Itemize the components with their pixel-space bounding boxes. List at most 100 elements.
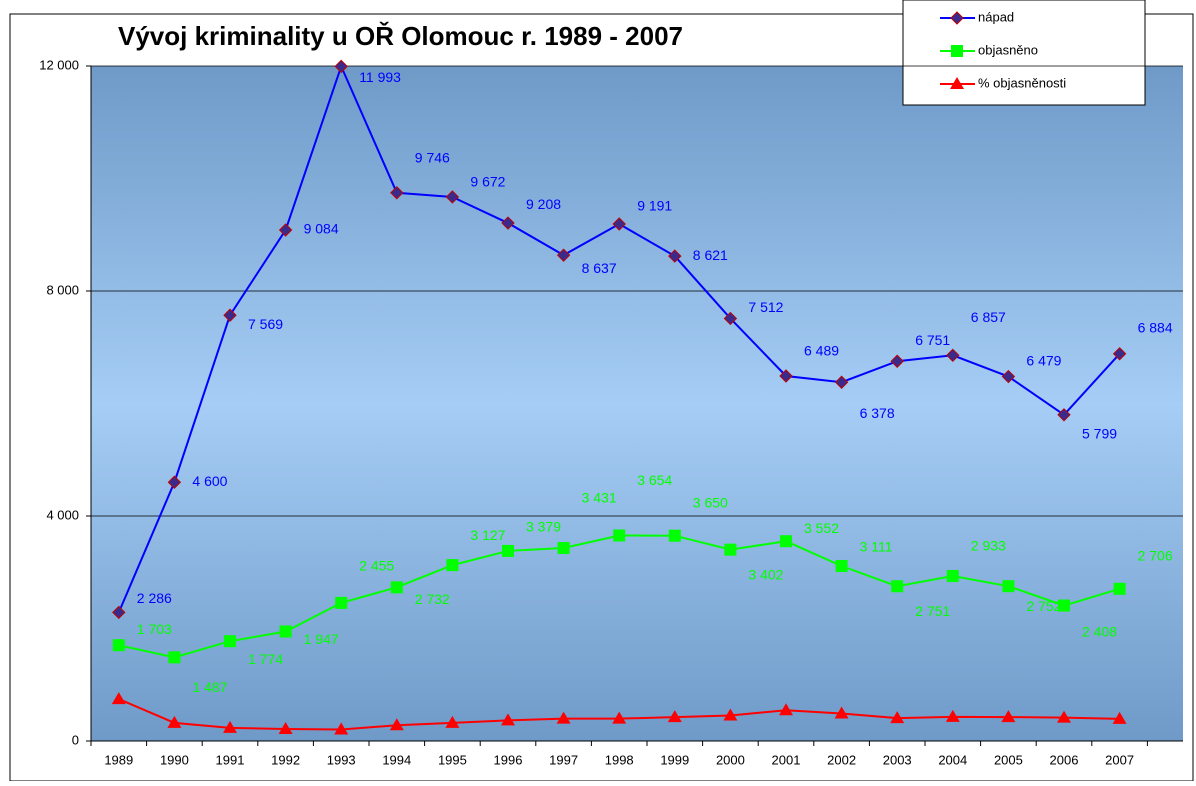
data-point — [834, 706, 849, 719]
y-tick-label: 12 000 — [39, 57, 79, 72]
data-point — [724, 543, 737, 556]
data-point — [556, 248, 571, 262]
x-tick-label: 2002 — [827, 752, 856, 767]
x-tick-label: 1989 — [104, 752, 133, 767]
data-point — [278, 721, 293, 734]
data-label: 6 479 — [1026, 352, 1061, 368]
data-point — [279, 625, 292, 638]
data-label: 9 672 — [470, 174, 505, 190]
data-point — [334, 722, 349, 735]
chart-title: Vývoj kriminality u OŘ Olomouc r. 1989 -… — [118, 21, 683, 51]
data-point — [1058, 599, 1070, 612]
data-label: 2 751 — [915, 603, 950, 619]
data-point — [779, 369, 793, 383]
data-label: 8 621 — [693, 247, 728, 263]
data-point — [723, 708, 738, 721]
data-point — [668, 249, 682, 263]
legend-label: objasněno — [978, 42, 1038, 57]
data-label: 9 746 — [415, 149, 450, 165]
data-label: 3 654 — [637, 472, 672, 488]
data-point — [667, 710, 682, 723]
data-point — [223, 720, 237, 733]
legend-marker — [950, 77, 964, 89]
x-tick-label: 1990 — [160, 752, 189, 767]
x-tick-label: 1997 — [549, 752, 578, 767]
data-point — [723, 311, 738, 326]
data-point — [1057, 710, 1071, 723]
x-tick-label: 2001 — [772, 752, 801, 767]
data-label: 2 752 — [1026, 598, 1061, 614]
data-point — [668, 529, 681, 542]
legend-marker — [951, 45, 963, 57]
data-point — [1002, 580, 1015, 593]
x-tick-label: 1993 — [327, 752, 356, 767]
data-label: 2 455 — [359, 558, 394, 574]
data-point — [223, 308, 237, 322]
data-point — [335, 596, 348, 609]
data-label: 4 600 — [192, 473, 227, 489]
data-point — [112, 639, 125, 652]
data-point — [946, 570, 959, 583]
data-point — [167, 475, 182, 489]
data-label: 6 857 — [971, 309, 1006, 325]
data-point — [111, 692, 126, 705]
data-point — [613, 529, 626, 542]
y-tick-label: 4 000 — [46, 507, 79, 522]
data-point — [945, 709, 960, 722]
data-label: 6 378 — [860, 405, 895, 421]
x-tick-label: 2000 — [716, 752, 745, 767]
x-tick-label: 1999 — [660, 752, 689, 767]
data-point — [1113, 582, 1126, 595]
data-label: 1 487 — [192, 679, 227, 695]
data-point — [1057, 408, 1071, 422]
data-label: 3 379 — [526, 519, 561, 535]
data-label: 2 706 — [1138, 547, 1173, 563]
x-tick-label: 1998 — [605, 752, 634, 767]
data-point — [612, 711, 627, 724]
data-point — [389, 718, 404, 731]
data-label: 2 933 — [971, 538, 1006, 554]
x-tick-label: 2004 — [938, 752, 967, 767]
data-label: 3 650 — [693, 494, 728, 510]
data-point — [334, 59, 348, 74]
data-label: 3 552 — [804, 520, 839, 536]
data-label: 1 947 — [304, 631, 339, 647]
data-label: 7 512 — [748, 299, 783, 315]
x-tick-label: 1996 — [494, 752, 523, 767]
data-point — [502, 544, 514, 557]
legend-label: % objasněnosti — [978, 75, 1066, 90]
x-tick-label: 1992 — [271, 752, 300, 767]
x-tick-label: 1995 — [438, 752, 467, 767]
data-point — [1001, 369, 1016, 384]
data-point — [1001, 710, 1016, 723]
legend-marker — [950, 11, 964, 25]
data-point — [168, 651, 181, 664]
x-tick-label: 1991 — [216, 752, 245, 767]
data-point — [501, 713, 515, 726]
legend-label: nápad — [978, 9, 1014, 24]
data-point — [167, 715, 182, 728]
data-point — [557, 542, 570, 555]
data-point — [278, 223, 293, 237]
x-tick-label: 1994 — [382, 752, 411, 767]
data-point — [1112, 711, 1127, 724]
y-tick-label: 0 — [72, 732, 79, 747]
data-label: 9 191 — [637, 198, 672, 214]
data-label: 3 431 — [582, 490, 617, 506]
data-label: 9 084 — [304, 221, 339, 237]
data-label: 3 402 — [748, 566, 783, 582]
data-point — [390, 581, 403, 594]
data-label: 8 637 — [582, 260, 617, 276]
data-label: 6 884 — [1138, 319, 1173, 335]
data-label: 5 799 — [1082, 426, 1117, 442]
data-point — [445, 715, 460, 728]
x-tick-label: 2006 — [1050, 752, 1079, 767]
data-label: 2 286 — [137, 590, 172, 606]
data-label: 11 993 — [359, 69, 401, 85]
data-point — [890, 711, 905, 724]
data-point — [946, 348, 960, 363]
data-point — [446, 559, 459, 572]
data-label: 9 208 — [526, 196, 561, 212]
data-point — [779, 703, 793, 716]
